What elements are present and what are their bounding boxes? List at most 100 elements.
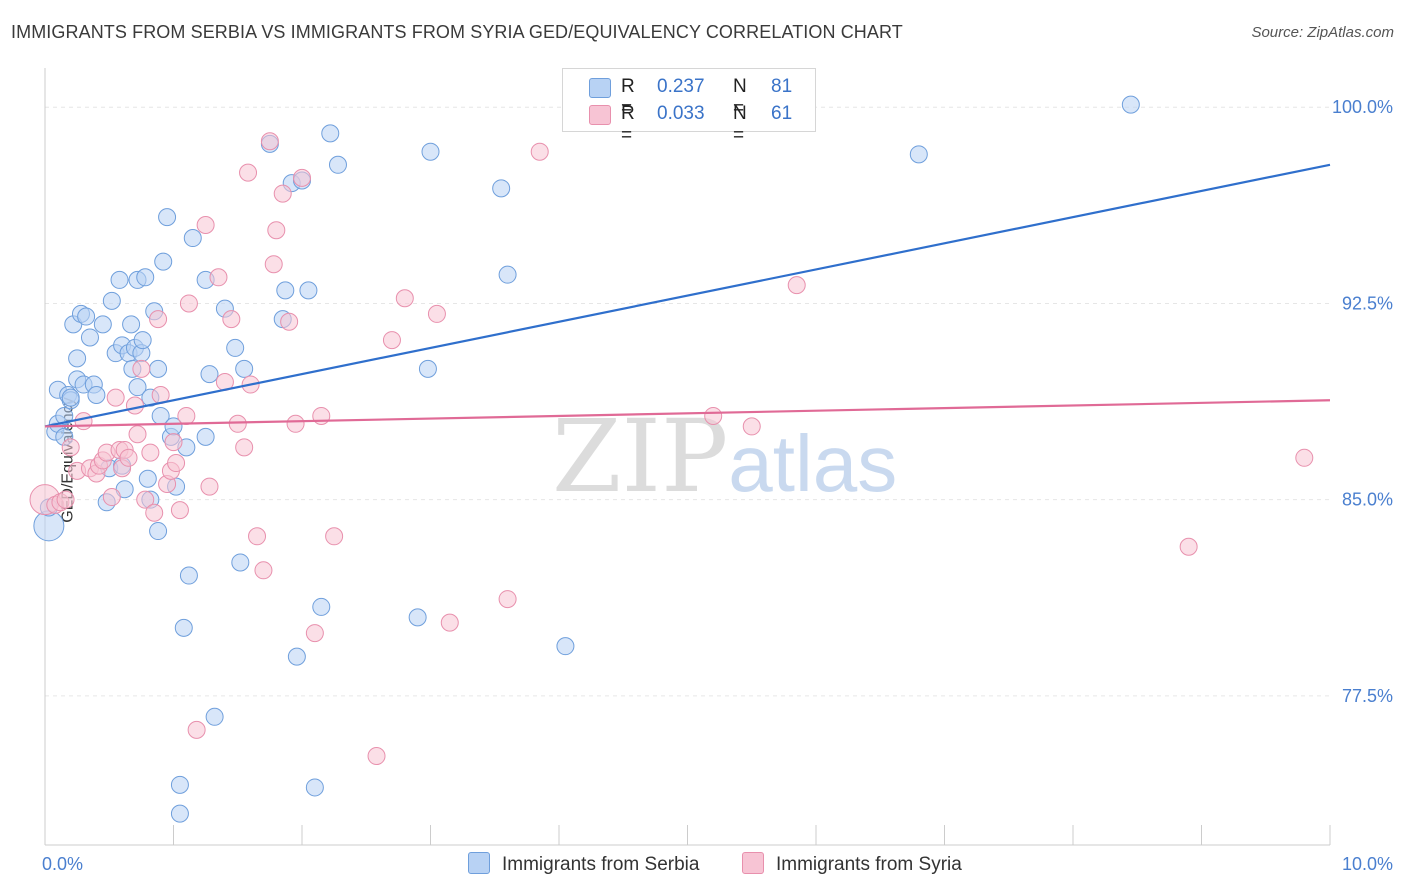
syria-point [164, 433, 183, 452]
legend-n-label: N = [733, 76, 747, 119]
legend-r-label: R = [621, 103, 635, 146]
serbia-point [1121, 95, 1140, 114]
serbia-point [87, 386, 106, 405]
syria-point [74, 412, 93, 431]
syria-point [61, 438, 80, 457]
serbia-point [498, 265, 517, 284]
serbia-point [170, 775, 189, 794]
serbia-point [299, 281, 318, 300]
syria-trend-line [44, 399, 1331, 428]
syria-point [704, 406, 723, 425]
legend-n-value: 81 [771, 76, 793, 97]
syria-point [136, 490, 155, 509]
syria-point [128, 425, 147, 444]
serbia-point [312, 597, 331, 616]
syria-point [141, 443, 160, 462]
syria-point [145, 503, 164, 522]
legend-r-label: R = [621, 76, 635, 119]
syria-point [248, 527, 267, 546]
serbia-point [136, 268, 155, 287]
serbia-point [235, 359, 254, 378]
syria-legend-swatch [742, 852, 764, 874]
serbia-point [179, 566, 198, 585]
serbia-point [133, 331, 152, 350]
source-label: Source: ZipAtlas.com [1251, 24, 1394, 41]
syria-point [305, 624, 324, 643]
y-tick-label: 92.5% [1342, 293, 1393, 313]
y-tick-label: 77.5% [1342, 686, 1393, 706]
serbia-point [149, 359, 168, 378]
serbia-point [328, 155, 347, 174]
serbia-legend-label: Immigrants from Serbia [502, 854, 700, 875]
legend-r-value: 0.237 [657, 76, 705, 97]
syria-point [367, 747, 386, 766]
serbia-point [138, 469, 157, 488]
serbia-point [80, 328, 99, 347]
syria-point [440, 613, 459, 632]
legend-item-syria: Immigrants from Syria [742, 852, 962, 876]
serbia-point [102, 291, 121, 310]
x-tick-label: 10.0% [1342, 854, 1393, 874]
syria-swatch [589, 105, 611, 125]
syria-point [498, 590, 517, 609]
syria-point [106, 388, 125, 407]
serbia-point [158, 208, 177, 227]
serbia-point [55, 406, 74, 425]
serbia-point [231, 553, 250, 572]
serbia-point [287, 647, 306, 666]
stats-legend: R = 0.237 N = 81 R = 0.033 N = 61 [562, 68, 816, 146]
serbia-point [128, 378, 147, 397]
syria-point [228, 414, 247, 433]
syria-point [222, 310, 241, 329]
syria-point [132, 359, 151, 378]
serbia-point [200, 365, 219, 384]
syria-point [125, 396, 144, 415]
syria-point [200, 477, 219, 496]
serbia-point [321, 124, 340, 143]
syria-point [177, 406, 196, 425]
watermark-zip: ZIP [552, 398, 729, 515]
serbia-legend-swatch [468, 852, 490, 874]
serbia-trend-line [44, 163, 1331, 428]
syria-point [167, 454, 186, 473]
legend-n-value: 61 [771, 103, 793, 124]
syria-point [382, 331, 401, 350]
serbia-point [93, 315, 112, 334]
legend-item-serbia: Immigrants from Serbia [468, 852, 699, 876]
serbia-point [77, 307, 96, 326]
syria-point [196, 215, 215, 234]
syria-point [267, 221, 286, 240]
y-tick-label: 85.0% [1342, 490, 1393, 510]
serbia-point [556, 637, 575, 656]
syria-point [260, 132, 279, 151]
serbia-point [110, 270, 129, 289]
serbia-point [408, 608, 427, 627]
syria-point [1295, 448, 1314, 467]
syria-point [273, 184, 292, 203]
serbia-swatch [589, 78, 611, 98]
syria-point [149, 310, 168, 329]
syria-point [56, 490, 75, 509]
syria-point [1179, 537, 1198, 556]
syria-point [280, 312, 299, 331]
syria-point [530, 142, 549, 161]
serbia-point [174, 618, 193, 637]
chart-title: IMMIGRANTS FROM SERBIA VS IMMIGRANTS FRO… [11, 22, 903, 42]
serbia-point [154, 252, 173, 271]
serbia-point [196, 427, 215, 446]
syria-point [293, 168, 311, 187]
syria-point [179, 294, 198, 313]
legend-n-label: N = [733, 103, 747, 146]
serbia-point [205, 707, 224, 726]
serbia-point [183, 229, 202, 248]
syria-point [235, 438, 254, 457]
syria-point [239, 163, 258, 182]
y-tick-label: 100.0% [1332, 97, 1393, 117]
syria-point [325, 527, 344, 546]
syria-point [170, 501, 189, 520]
serbia-point [61, 388, 80, 407]
serbia-point [305, 778, 324, 797]
serbia-point [170, 804, 189, 823]
serbia-point [122, 315, 141, 334]
serbia-point [68, 349, 87, 368]
